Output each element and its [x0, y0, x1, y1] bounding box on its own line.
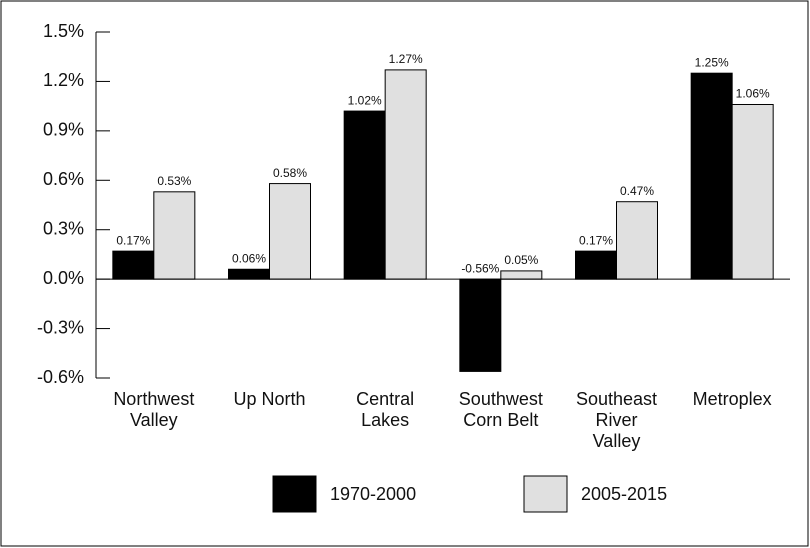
value-label: -0.56% — [461, 261, 499, 275]
bar — [459, 278, 502, 372]
value-label: 0.17% — [579, 233, 613, 247]
value-label: 0.53% — [157, 174, 191, 188]
value-label: 1.06% — [736, 87, 770, 101]
value-label: 0.06% — [232, 251, 266, 265]
x-tick-label: Metroplex — [693, 389, 772, 409]
legend-label: 2005-2015 — [581, 484, 667, 504]
y-tick-label: 0.6% — [43, 169, 84, 189]
legend-swatch — [272, 475, 317, 513]
value-label: 1.25% — [695, 55, 729, 69]
bar — [112, 250, 155, 280]
bar — [616, 201, 658, 280]
x-tick-label: Southwest Corn Belt — [459, 389, 543, 430]
x-tick-label: Northwest Valley — [113, 389, 194, 430]
bar — [269, 183, 311, 280]
x-tick-label: Up North — [233, 389, 305, 409]
value-label: 0.17% — [116, 233, 150, 247]
bar — [153, 191, 196, 280]
bar — [731, 103, 774, 280]
y-tick-label: 1.2% — [43, 70, 84, 90]
value-label: 0.47% — [620, 184, 654, 198]
y-tick-label: 1.5% — [43, 21, 84, 41]
value-label: 0.58% — [273, 166, 307, 180]
y-tick-label: -0.6% — [37, 367, 84, 387]
bar — [343, 110, 386, 280]
value-label: 0.05% — [504, 253, 538, 267]
y-tick-label: 0.0% — [43, 268, 84, 288]
x-tick-label: Central Lakes — [356, 389, 414, 430]
y-tick-label: 0.3% — [43, 218, 84, 238]
value-label: 1.02% — [348, 93, 382, 107]
legend-label: 1970-2000 — [330, 484, 416, 504]
bar — [228, 268, 270, 280]
y-tick-label: -0.3% — [37, 317, 84, 337]
y-tick-label: 0.9% — [43, 120, 84, 140]
legend-swatch — [523, 475, 568, 513]
value-label: 1.27% — [389, 52, 423, 66]
bar — [690, 72, 733, 280]
bar — [575, 250, 617, 280]
bar — [384, 69, 427, 280]
bar — [500, 270, 543, 280]
x-tick-label: Southeast River Valley — [576, 389, 657, 451]
